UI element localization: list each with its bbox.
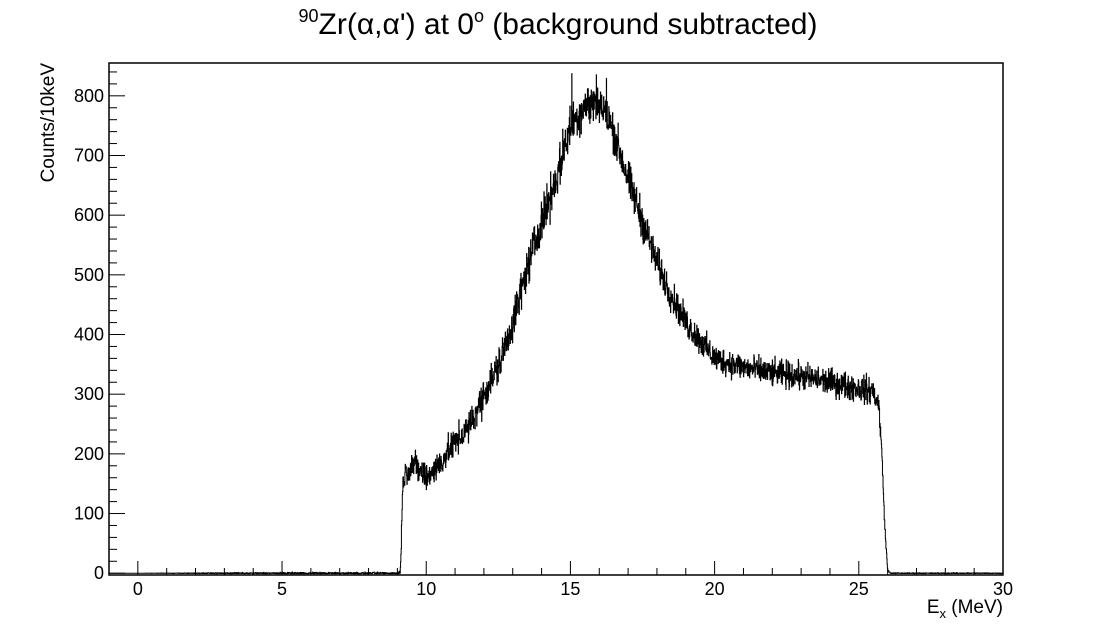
chart-title: 90Zr(α,α') at 0o (background subtracted): [299, 6, 818, 41]
y-tick-label: 400: [74, 325, 104, 345]
y-tick-label: 500: [74, 265, 104, 285]
x-tick-label: 25: [849, 579, 869, 599]
y-tick-label: 0: [94, 563, 104, 583]
x-tick-label: 20: [705, 579, 725, 599]
y-axis-title: Counts/10keV: [38, 63, 59, 183]
chart-title-isotope: 90: [299, 6, 319, 26]
x-tick-label: 30: [993, 579, 1013, 599]
y-axis: 0 100 200 300 400 500 600 700 800: [74, 71, 125, 583]
y-tick-label: 700: [74, 145, 104, 165]
x-axis: 0 5 10 15 20 25 30: [108, 561, 1013, 599]
y-tick-label: 200: [74, 444, 104, 464]
y-tick-label: 300: [74, 384, 104, 404]
chart-title-degree: o: [474, 6, 484, 26]
x-tick-label: 10: [416, 579, 436, 599]
x-axis-title-base: E: [927, 597, 940, 618]
chart-title-suffix: (background subtracted): [484, 8, 818, 41]
y-tick-label: 800: [74, 86, 104, 106]
chart-title-main: Zr(α,α') at 0: [319, 8, 474, 41]
plot-frame: [108, 62, 1004, 576]
y-tick-label: 600: [74, 205, 104, 225]
x-tick-label: 15: [560, 579, 580, 599]
spectrum-series-line: [109, 87, 1004, 575]
x-axis-title-subscript: x: [940, 606, 947, 621]
x-tick-label: 0: [133, 579, 143, 599]
spectrum-peak-points: [571, 73, 608, 114]
x-axis-title: Ex (MeV): [927, 597, 1003, 621]
x-axis-title-units: (MeV): [946, 597, 1003, 618]
x-tick-label: 5: [277, 579, 287, 599]
y-tick-label: 100: [74, 504, 104, 524]
